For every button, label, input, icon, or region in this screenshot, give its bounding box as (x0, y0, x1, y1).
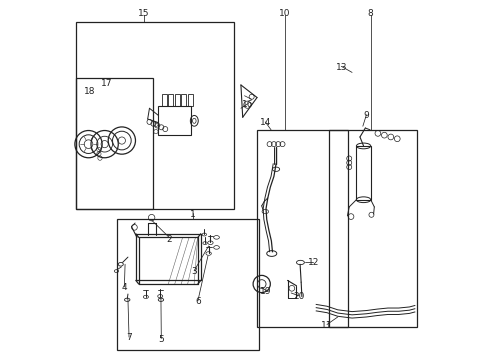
Text: 3: 3 (191, 267, 197, 276)
Text: 6: 6 (195, 297, 201, 306)
Bar (328, 130, 416, 327)
Text: 16: 16 (241, 100, 253, 109)
Bar (158, 107, 190, 135)
Text: 9: 9 (363, 111, 368, 120)
Text: 7: 7 (126, 333, 132, 342)
Text: 13: 13 (335, 63, 346, 72)
Bar (162, 94, 166, 107)
Bar (117, 220, 258, 350)
Text: 2: 2 (166, 235, 172, 244)
Text: 8: 8 (367, 9, 373, 18)
Text: 1: 1 (189, 210, 195, 219)
Text: 12: 12 (307, 258, 318, 267)
Text: 14: 14 (259, 118, 270, 127)
Bar (181, 94, 185, 107)
Bar (175, 94, 179, 107)
Bar (356, 146, 370, 200)
Text: 10: 10 (278, 9, 290, 18)
Bar (76, 22, 233, 209)
Bar (257, 130, 348, 327)
Text: 5: 5 (158, 335, 164, 344)
Text: 11: 11 (321, 321, 332, 330)
Text: 19: 19 (260, 287, 271, 296)
Text: 18: 18 (83, 86, 95, 95)
Text: 17: 17 (101, 80, 112, 89)
Bar (168, 94, 173, 107)
Bar (187, 94, 192, 107)
Bar (76, 78, 153, 209)
Text: 15: 15 (138, 9, 149, 18)
Text: 20: 20 (293, 292, 304, 301)
Text: 4: 4 (122, 283, 127, 292)
